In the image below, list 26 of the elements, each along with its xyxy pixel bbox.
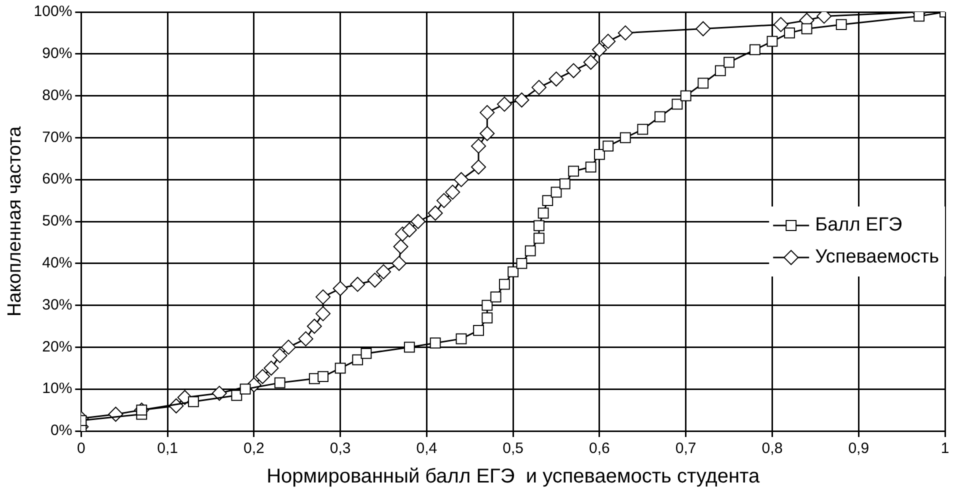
- x-tick-label: 0,1: [157, 440, 178, 458]
- y-axis-title: Накопленная частота: [4, 126, 26, 317]
- y-tick-label: 100%: [34, 3, 72, 20]
- x-tick-label: 0,7: [675, 440, 696, 458]
- y-tick-label: 70%: [42, 128, 72, 146]
- y-tick-label: 10%: [42, 380, 72, 398]
- x-tick-label: 0,4: [416, 440, 438, 458]
- y-tick-label: 40%: [42, 254, 72, 272]
- x-tick-label: 1: [940, 440, 950, 458]
- y-tick-label: 80%: [42, 86, 72, 104]
- y-tick-label: 20%: [42, 338, 72, 356]
- y-tick-label: 0%: [50, 422, 72, 440]
- x-tick-label: 0,2: [244, 440, 264, 458]
- y-tick-label: 60%: [42, 170, 72, 188]
- x-tick-label: 0,5: [502, 440, 524, 458]
- y-tick-label: 30%: [42, 296, 72, 314]
- y-tick-label: 90%: [42, 45, 72, 62]
- x-tick-label: 0,9: [848, 440, 870, 458]
- x-tick-label: 0,8: [762, 440, 783, 458]
- x-tick-label: 0: [76, 440, 86, 458]
- x-tick-label: 0,6: [589, 440, 610, 458]
- y-tick-label: 50%: [42, 212, 72, 230]
- legend-label: Успеваемость: [815, 246, 940, 268]
- x-tick-label: 0,3: [330, 440, 351, 458]
- x-axis-title: Нормированный балл ЕГЭ и успеваемость студента: [266, 466, 760, 488]
- legend-label: Балл ЕГЭ: [815, 214, 902, 236]
